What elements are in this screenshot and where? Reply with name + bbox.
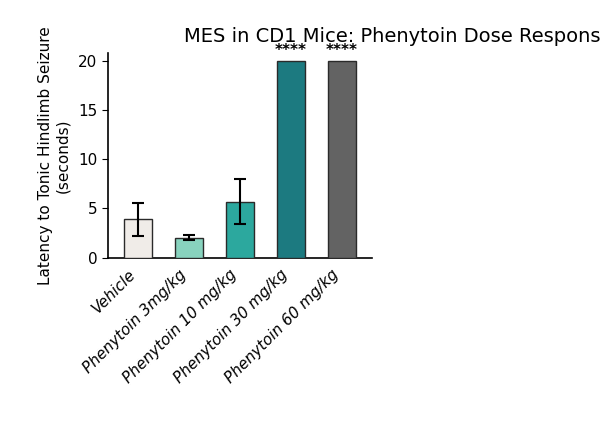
Bar: [125, 219, 152, 258]
Title: MES in CD1 Mice: Phenytoin Dose Response: MES in CD1 Mice: Phenytoin Dose Response: [184, 27, 600, 46]
Bar: [277, 61, 305, 258]
Bar: [175, 238, 203, 258]
Text: ****: ****: [275, 43, 307, 58]
Y-axis label: Latency to Tonic Hindlimb Seizure
(seconds): Latency to Tonic Hindlimb Seizure (secon…: [38, 26, 70, 285]
Bar: [226, 202, 254, 258]
Text: ****: ****: [326, 43, 358, 58]
Bar: [328, 61, 356, 258]
